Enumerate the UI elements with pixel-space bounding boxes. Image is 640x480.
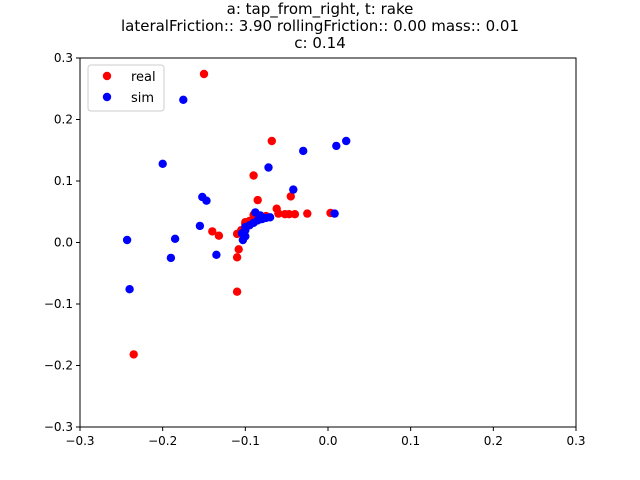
real-point-2 [249,171,258,180]
real-point-22 [234,245,243,254]
real-point-21 [214,231,224,240]
plot-frame [79,57,577,428]
sim-point-22 [238,235,248,245]
real-point-20 [208,227,217,236]
chart-title-line-2: lateralFriction:: 3.90 rollingFriction::… [120,17,520,35]
points-layer [122,69,351,359]
x-tick-label: 0.0 [318,434,337,448]
y-tick-label: 0.3 [54,51,73,65]
real-point-11 [274,209,283,218]
real-point-25 [129,350,138,359]
sim-point-15 [256,211,265,220]
sim-point-2 [332,141,341,151]
legend: real sim [87,64,165,112]
legend-marker-sim [102,92,112,102]
sim-point-26 [212,250,221,259]
legend-label-real: real [131,70,156,85]
sim-point-4 [158,159,167,168]
sim-point-25 [122,235,132,245]
sim-point-8 [202,196,211,205]
chart-title-line-1: a: tap_from_right, t: rake [226,0,414,18]
sim-point-0 [179,95,188,105]
x-tick-label: −0.2 [148,434,177,448]
real-point-9 [280,210,290,219]
x-tick-label: −0.3 [65,434,94,448]
real-point-7 [290,210,300,219]
real-point-4 [286,192,295,201]
y-tick-label: −0.1 [44,297,73,311]
real-point-0 [199,69,209,79]
sim-point-24 [170,234,180,243]
x-tick-label: 0.3 [566,434,585,448]
sim-point-27 [166,253,176,263]
sim-point-1 [342,136,351,146]
y-tick-label: 0.1 [54,174,73,188]
sim-point-23 [195,221,205,231]
y-tick-label: 0.2 [54,113,73,127]
x-tick-label: −0.1 [231,434,260,448]
chart-title-line-3: c: 0.14 [294,34,346,52]
ticks-layer: −0.3 −0.2 −0.1 0.0 0.1 0.2 0.3 −0.3 −0.2 −0.1 0.0 0… [44,51,586,448]
sim-point-3 [299,146,308,156]
real-point-6 [303,209,312,218]
x-tick-label: 0.1 [401,434,420,448]
x-tick-label: 0.2 [484,434,503,448]
legend-marker-real [102,71,112,81]
sim-point-28 [125,285,134,294]
y-tick-label: −0.2 [44,359,73,373]
legend-label-sim: sim [131,91,154,106]
sim-point-9 [330,209,339,218]
real-point-24 [232,287,242,296]
y-tick-label: −0.3 [44,420,73,434]
real-point-3 [253,195,262,205]
sim-point-6 [289,185,298,194]
y-tick-label: 0.0 [54,236,73,250]
real-point-23 [232,253,242,262]
real-point-1 [267,136,276,146]
sim-point-5 [264,163,273,172]
